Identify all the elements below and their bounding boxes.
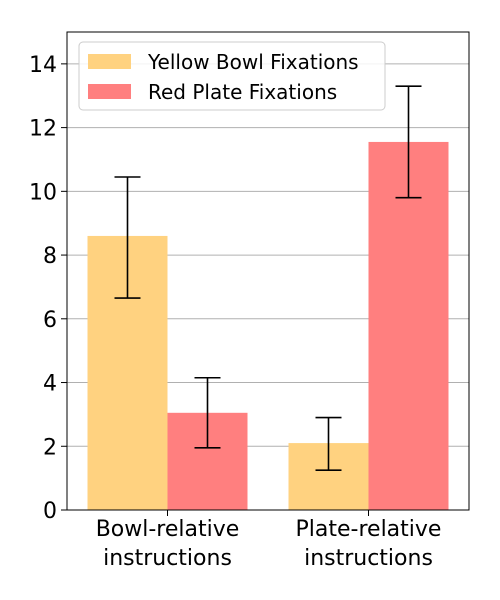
legend-box xyxy=(78,41,386,111)
legend-label: Red Plate Fixations xyxy=(148,80,337,104)
legend-label: Yellow Bowl Fixations xyxy=(147,50,359,74)
x-tick-label: instructions xyxy=(103,546,232,571)
y-tick-label: 8 xyxy=(43,244,57,269)
x-tick-label: instructions xyxy=(304,546,433,571)
y-tick-label: 0 xyxy=(43,499,57,524)
x-axis-ticks: Bowl-relative instructions Plate-relative i… xyxy=(96,510,442,571)
error-bars xyxy=(114,85,422,471)
x-tick-label: Plate-relative xyxy=(296,517,442,542)
legend-swatch xyxy=(88,54,131,69)
legend-swatch xyxy=(88,84,131,99)
bars xyxy=(87,141,449,511)
x-tick-label: Bowl-relative xyxy=(96,517,240,542)
y-tick-label: 14 xyxy=(29,53,57,78)
bar xyxy=(368,141,449,510)
y-tick-label: 10 xyxy=(29,180,57,205)
y-tick-label: 2 xyxy=(43,435,57,460)
y-tick-label: 12 xyxy=(29,117,57,142)
y-axis-ticks: 0 2 4 6 8 10 12 14 xyxy=(29,53,67,524)
y-tick-label: 4 xyxy=(43,372,57,397)
legend: Yellow Bowl Fixations Red Plate Fixations xyxy=(78,41,386,111)
y-tick-label: 6 xyxy=(43,308,57,333)
plot-frame xyxy=(66,31,470,511)
